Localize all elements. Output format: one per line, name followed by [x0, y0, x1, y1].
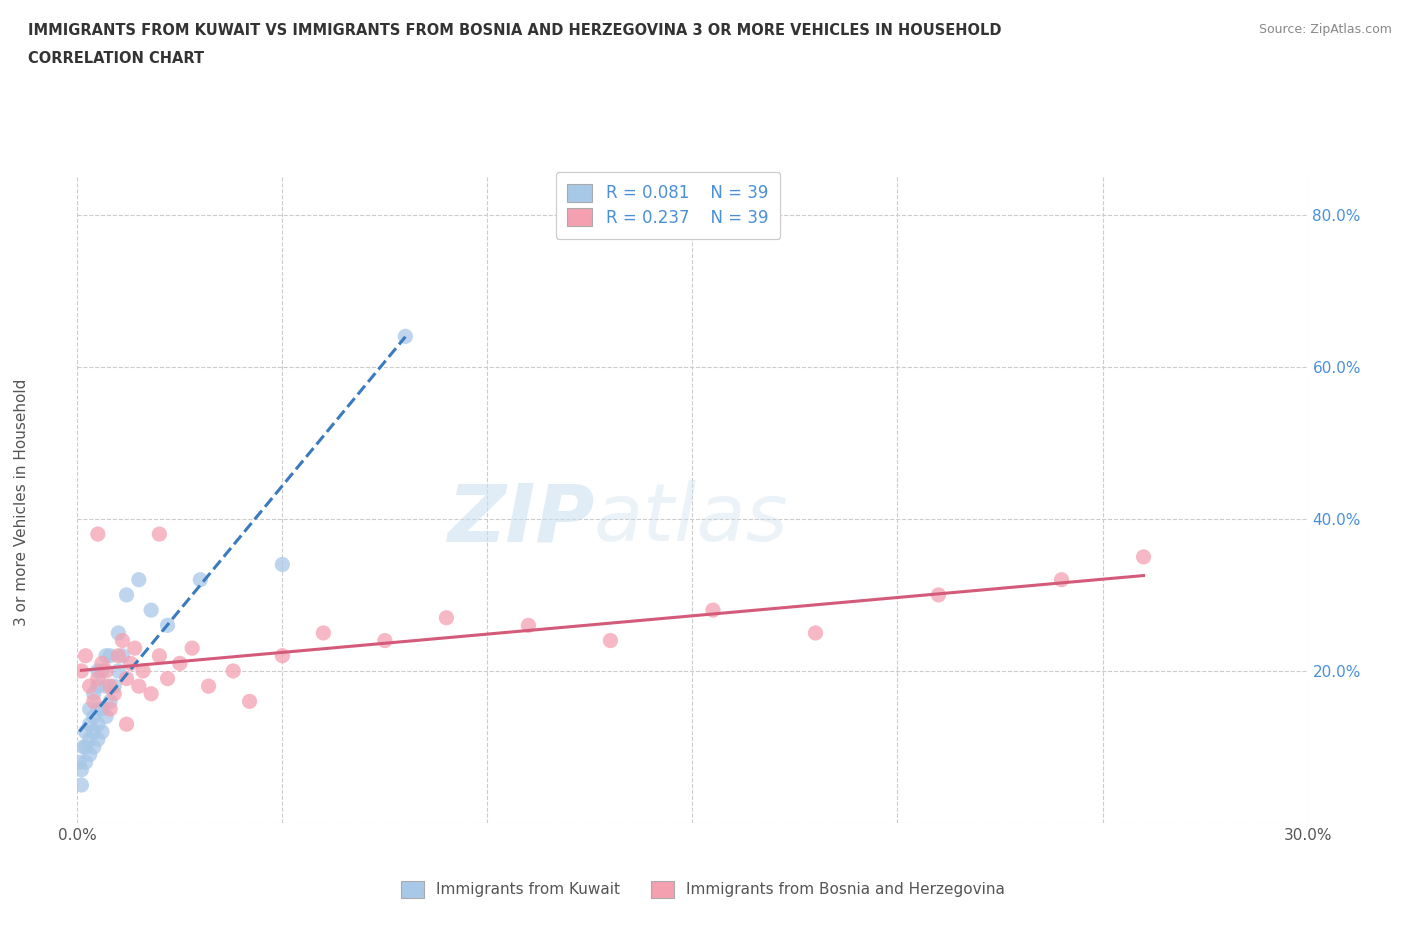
Point: [75, 755, 97, 770]
Point: [517, 618, 540, 632]
Legend: R = 0.081    N = 39, R = 0.237    N = 39: R = 0.081 N = 39, R = 0.237 N = 39: [555, 172, 780, 239]
Point: [94, 679, 117, 694]
Point: [72, 739, 94, 754]
Point: [141, 603, 163, 618]
Point: [115, 717, 138, 732]
Point: [702, 603, 724, 618]
Text: ZIP: ZIP: [447, 480, 595, 558]
Point: [79, 732, 101, 747]
Text: IMMIGRANTS FROM KUWAIT VS IMMIGRANTS FROM BOSNIA AND HERZEGOVINA 3 OR MORE VEHIC: IMMIGRANTS FROM KUWAIT VS IMMIGRANTS FRO…: [28, 23, 1001, 38]
Point: [436, 610, 458, 625]
Point: [79, 717, 101, 732]
Point: [75, 648, 97, 663]
Point: [115, 588, 138, 603]
Point: [67, 755, 90, 770]
Point: [87, 526, 110, 541]
Point: [804, 626, 827, 641]
Point: [98, 701, 121, 716]
Point: [107, 648, 129, 663]
Point: [239, 694, 262, 709]
Point: [111, 648, 134, 663]
Point: [83, 724, 105, 739]
Text: 3 or more Vehicles in Household: 3 or more Vehicles in Household: [14, 379, 28, 626]
Point: [107, 626, 129, 641]
Point: [107, 663, 129, 678]
Point: [87, 679, 110, 694]
Point: [98, 679, 121, 694]
Point: [181, 641, 204, 656]
Point: [83, 686, 105, 701]
Point: [75, 739, 97, 754]
Point: [188, 572, 212, 587]
Point: [132, 663, 155, 678]
Point: [115, 671, 138, 686]
Point: [222, 663, 245, 678]
Point: [79, 701, 101, 716]
Point: [103, 686, 125, 701]
Point: [79, 679, 101, 694]
Point: [70, 763, 93, 777]
Point: [83, 739, 105, 754]
Point: [87, 717, 110, 732]
Point: [90, 656, 114, 671]
Point: [70, 777, 93, 792]
Point: [374, 633, 396, 648]
Point: [169, 656, 191, 671]
Point: [90, 663, 114, 678]
Point: [148, 648, 170, 663]
Point: [271, 648, 294, 663]
Text: CORRELATION CHART: CORRELATION CHART: [28, 51, 204, 66]
Point: [87, 671, 110, 686]
Point: [1132, 550, 1154, 565]
Point: [148, 526, 170, 541]
Point: [94, 710, 117, 724]
Point: [90, 724, 114, 739]
Text: atlas: atlas: [595, 480, 789, 558]
Point: [75, 724, 97, 739]
Point: [98, 648, 121, 663]
Point: [94, 663, 117, 678]
Point: [124, 641, 146, 656]
Point: [120, 656, 142, 671]
Point: [90, 701, 114, 716]
Point: [103, 679, 125, 694]
Point: [87, 732, 110, 747]
Point: [394, 329, 416, 344]
Point: [312, 626, 335, 641]
Point: [87, 701, 110, 716]
Text: Source: ZipAtlas.com: Source: ZipAtlas.com: [1258, 23, 1392, 36]
Point: [94, 648, 117, 663]
Point: [128, 572, 150, 587]
Point: [111, 633, 134, 648]
Point: [87, 663, 110, 678]
Point: [98, 694, 121, 709]
Point: [197, 679, 219, 694]
Point: [271, 557, 294, 572]
Point: [1050, 572, 1073, 587]
Point: [599, 633, 621, 648]
Point: [70, 663, 93, 678]
Point: [79, 747, 101, 762]
Point: [156, 618, 179, 632]
Point: [83, 694, 105, 709]
Point: [83, 710, 105, 724]
Legend: Immigrants from Kuwait, Immigrants from Bosnia and Herzegovina: Immigrants from Kuwait, Immigrants from …: [395, 875, 1011, 904]
Point: [141, 686, 163, 701]
Point: [156, 671, 179, 686]
Point: [128, 679, 150, 694]
Point: [928, 588, 950, 603]
